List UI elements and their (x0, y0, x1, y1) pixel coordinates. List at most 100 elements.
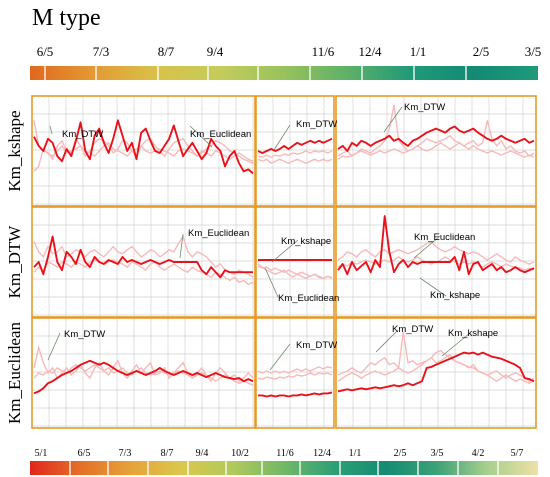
annotation-label: Km_DTW (392, 324, 433, 335)
bottom-date-label: 4/2 (472, 448, 485, 459)
bottom-date-axis: 5/1 6/5 7/3 8/7 9/4 10/2 11/6 12/4 1/1 2/5 3/5 4/2 5… (35, 448, 524, 459)
bottom-date-label: 8/7 (161, 448, 174, 459)
annotation-leader (49, 125, 53, 135)
annotation-label: Km_DTW (64, 329, 105, 340)
panel-frame (255, 206, 335, 318)
background-series-line (337, 332, 535, 383)
annotation-label: Km_Euclidean (190, 129, 251, 140)
panel-frame (31, 206, 256, 318)
annotation-label: Km_kshape (430, 290, 480, 301)
highlight-series-line (33, 359, 254, 395)
panel-frame (335, 206, 537, 318)
background-series-line (257, 150, 333, 158)
highlight-series-line (258, 391, 333, 398)
panel (336, 318, 536, 428)
top-date-label: 2/5 (473, 44, 490, 59)
top-color-bar (30, 66, 538, 80)
annotation-leader (273, 124, 291, 151)
annotation-leader (383, 106, 403, 133)
row-label: Km_kshape (5, 110, 24, 191)
background-series-line (337, 141, 535, 160)
annotation-label: Km_kshape (448, 328, 498, 339)
annotation-label: Km_Euclidean (414, 232, 475, 243)
annotation-leader (47, 332, 61, 361)
annotation-label: Km_Euclidean (188, 228, 249, 239)
top-bar-gradient (30, 66, 538, 80)
panel-frame (255, 317, 335, 429)
top-date-label: 6/5 (37, 44, 54, 59)
background-series-line (257, 372, 333, 380)
bottom-date-label: 10/2 (231, 448, 249, 459)
highlight-series-line (33, 235, 253, 279)
background-series-line (33, 363, 254, 386)
panel-frame (335, 317, 537, 429)
annotation-leader (419, 277, 447, 297)
panel (336, 96, 536, 206)
panel-frame (255, 95, 335, 207)
bottom-color-bar (30, 461, 538, 475)
panel (256, 318, 334, 428)
panel-frame (31, 95, 256, 207)
panel-frame (335, 95, 537, 207)
annotation-label: Km_DTW (62, 129, 103, 140)
bottom-date-label: 12/4 (313, 448, 331, 459)
panel (256, 96, 334, 206)
top-date-label: 1/1 (410, 44, 427, 59)
annotation-leader (179, 233, 184, 259)
annotation-leader (264, 267, 279, 298)
background-series-line (33, 344, 254, 383)
background-series-line (337, 240, 535, 265)
background-series-line (33, 234, 254, 278)
background-series-line (337, 104, 535, 158)
chart-title: M type (32, 5, 101, 31)
top-date-label: 9/4 (207, 44, 224, 59)
panel (32, 96, 255, 206)
annotation-leader (413, 235, 441, 259)
annotation-leader (375, 329, 399, 353)
top-date-label: 11/6 (312, 44, 335, 59)
background-series-line (257, 158, 333, 165)
bottom-date-label: 7/3 (119, 448, 132, 459)
highlight-series-line (257, 137, 333, 154)
top-date-axis: 6/5 7/3 8/7 9/4 11/6 12/4 1/1 2/5 3/5 (37, 44, 542, 59)
bottom-date-label: 5/7 (511, 448, 524, 459)
panel (256, 207, 334, 317)
annotation-label: Km_DTW (404, 102, 445, 113)
row-label: Km_Euclidean (5, 322, 24, 424)
highlight-series-line (337, 125, 535, 152)
bottom-date-label: 2/5 (394, 448, 407, 459)
top-date-label: 7/3 (93, 44, 110, 59)
background-series-line (257, 366, 333, 374)
row-labels: Km_kshape Km_DTW Km_Euclidean (5, 110, 24, 424)
background-series-line (33, 137, 254, 172)
bottom-date-label: 11/6 (276, 448, 293, 459)
row-label: Km_DTW (5, 225, 24, 299)
background-series-line (257, 265, 333, 280)
annotation-label: Km_DTW (296, 340, 337, 351)
annotation-leader (271, 239, 299, 263)
background-series-line (33, 120, 254, 162)
background-series-line (337, 349, 535, 384)
panel (32, 318, 255, 428)
background-series-line (257, 263, 333, 280)
highlight-series-line (33, 119, 254, 175)
annotation-leader (189, 125, 213, 148)
bottom-date-label: 9/4 (196, 448, 209, 459)
panel (336, 207, 536, 317)
highlight-series-line (337, 351, 535, 393)
annotation-label: Km_Euclidean (278, 293, 339, 304)
top-date-label: 12/4 (358, 44, 382, 59)
bottom-date-label: 1/1 (349, 448, 362, 459)
annotation-label: Km_DTW (296, 119, 337, 130)
highlight-series-line (337, 215, 535, 276)
bottom-bar-gradient (30, 461, 538, 475)
panel-frame (31, 317, 256, 429)
panels-grid: Km_DTW Km_Euclidean Km_DTW Km_DTW Km_Euclide… (31, 95, 537, 429)
bottom-date-label: 5/1 (35, 448, 48, 459)
annotation-leader (441, 332, 471, 357)
panel (32, 207, 255, 317)
bottom-date-label: 3/5 (431, 448, 444, 459)
annotation-label: Km_kshape (281, 236, 331, 247)
top-date-label: 3/5 (525, 44, 542, 59)
top-date-label: 8/7 (158, 44, 175, 59)
